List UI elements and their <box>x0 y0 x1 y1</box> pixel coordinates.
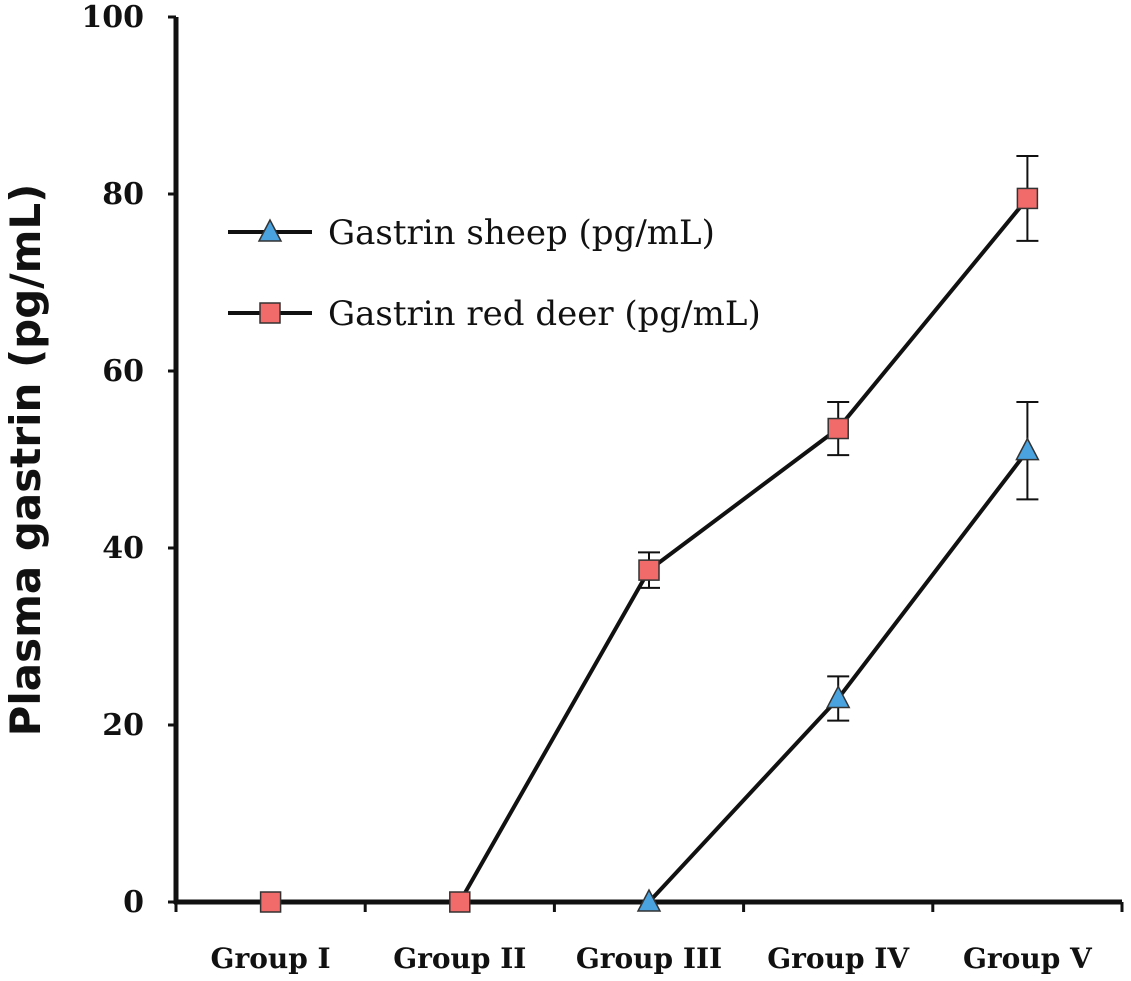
x-tick-label: Group I <box>211 942 331 975</box>
y-tick-label: 60 <box>102 354 144 389</box>
y-axis-label: Plasma gastrin (pg/mL) <box>1 184 50 737</box>
y-tick-label: 20 <box>102 708 144 743</box>
legend-label: Gastrin sheep (pg/mL) <box>328 213 715 253</box>
y-tick-label: 80 <box>102 177 144 212</box>
x-tick-label: Group II <box>393 942 526 975</box>
series-triangle <box>636 400 1040 912</box>
square-marker <box>259 891 282 913</box>
square-marker <box>827 417 849 440</box>
legend-label: Gastrin red deer (pg/mL) <box>328 294 761 334</box>
legend-entry: Gastrin red deer (pg/mL) <box>228 294 761 334</box>
y-tick-label: 100 <box>81 0 144 35</box>
square-marker <box>638 559 660 581</box>
triangle-marker <box>825 684 851 709</box>
square-marker <box>1016 187 1039 210</box>
triangle-marker <box>1015 437 1040 461</box>
series-square <box>259 154 1039 913</box>
square-marker <box>449 891 471 913</box>
triangle-marker <box>257 218 283 242</box>
legend-entry: Gastrin sheep (pg/mL) <box>228 213 715 253</box>
y-tick-label: 40 <box>102 531 144 566</box>
square-marker <box>259 302 281 324</box>
legend: Gastrin sheep (pg/mL) Gastrin red deer (p… <box>228 213 761 334</box>
x-tick-label: Group III <box>576 942 722 975</box>
y-tick-label: 0 <box>123 885 144 920</box>
plot-area <box>259 154 1040 913</box>
x-tick-label: Group V <box>963 942 1093 975</box>
triangle-marker <box>636 888 662 912</box>
x-tick-label: Group IV <box>767 942 910 975</box>
axes: 0 20 40 60 80 100 Group I Group II Group III Grou… <box>81 0 1124 975</box>
